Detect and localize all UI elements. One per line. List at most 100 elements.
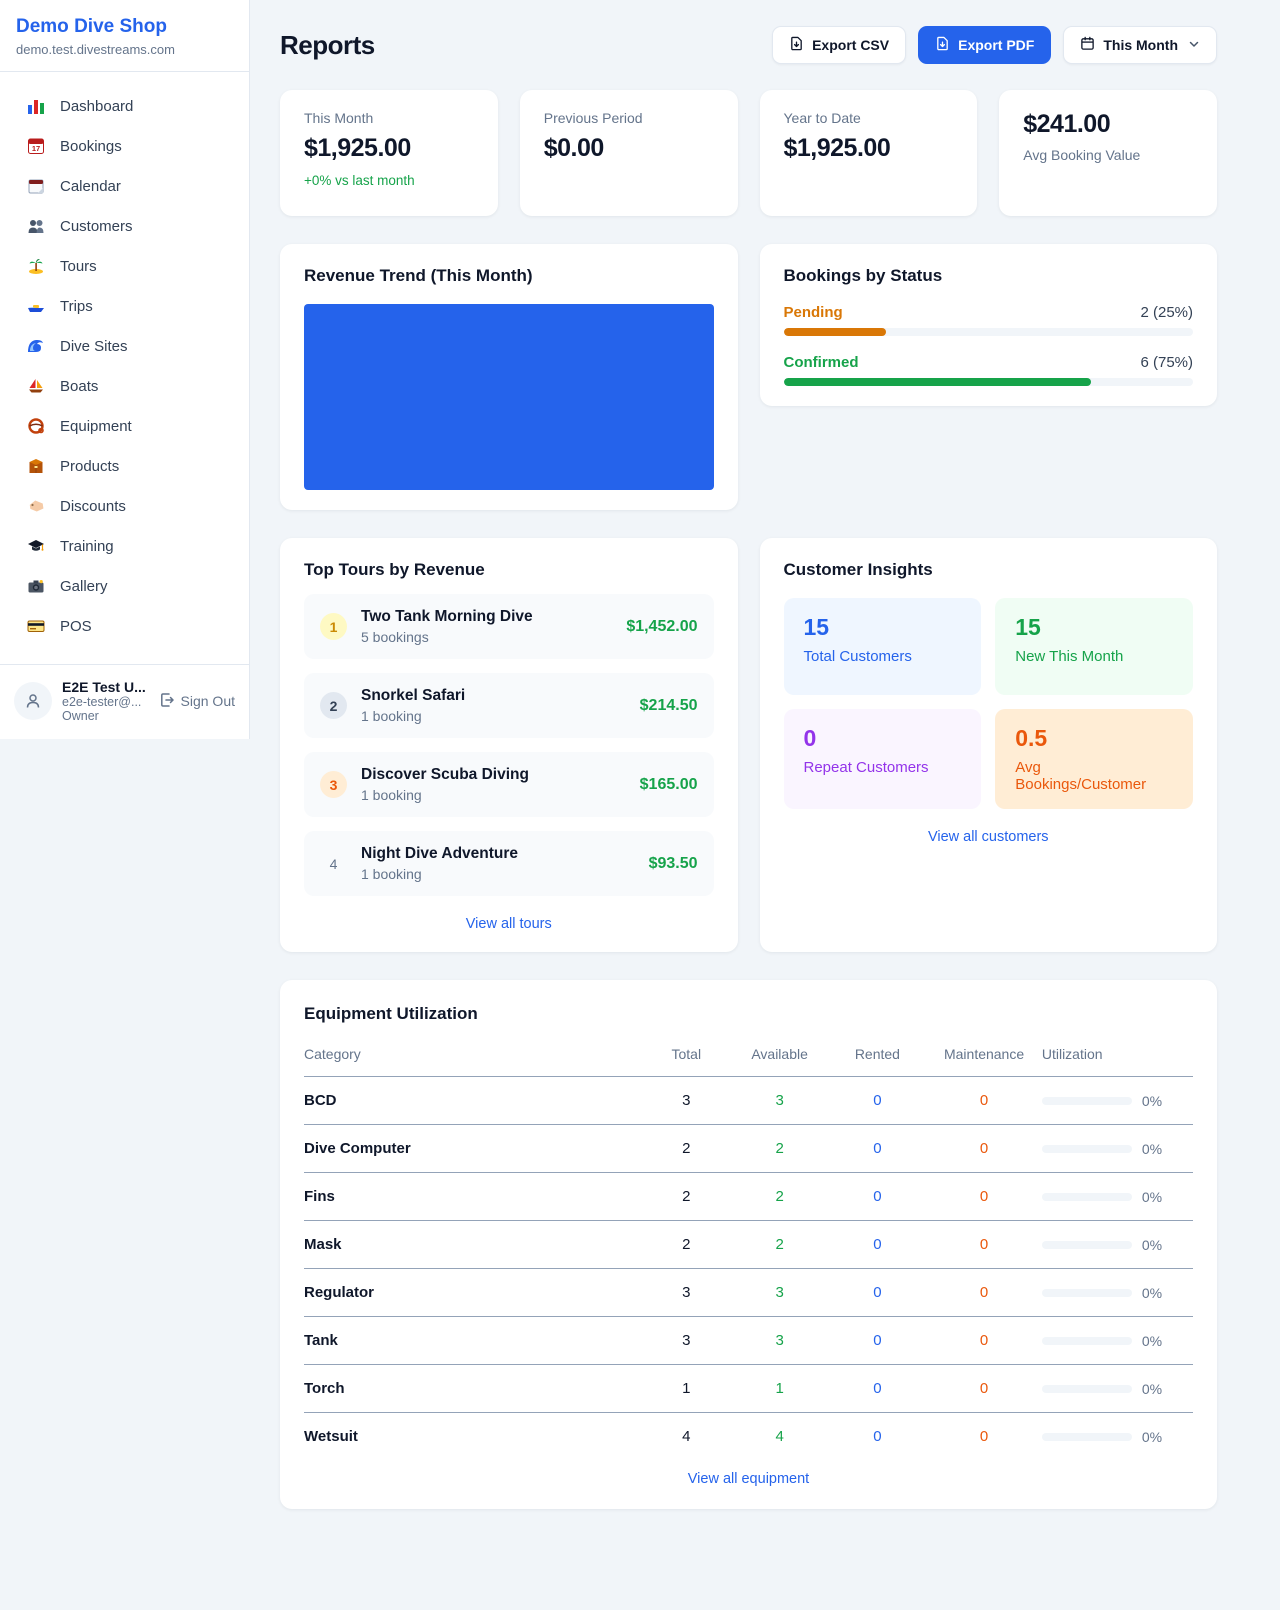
sidebar-item-discounts[interactable]: Discounts bbox=[0, 486, 249, 526]
period-dropdown[interactable]: This Month bbox=[1063, 26, 1217, 64]
list-item: 2 Snorkel Safari 1 booking $214.50 bbox=[304, 673, 714, 738]
sidebar-item-gallery[interactable]: Gallery bbox=[0, 566, 249, 606]
view-all-equipment-link[interactable]: View all equipment bbox=[687, 1471, 810, 1487]
sidebar-item-boats[interactable]: Boats bbox=[0, 366, 249, 406]
insight-tile-new-this-month: 15 New This Month bbox=[995, 598, 1193, 695]
page-title: Reports bbox=[280, 29, 375, 60]
stat-value: $0.00 bbox=[543, 134, 605, 162]
sidebar-item-tours[interactable]: Tours bbox=[0, 246, 249, 286]
column-header-category: Category bbox=[304, 1034, 642, 1077]
sidebar-item-trips[interactable]: Trips bbox=[0, 286, 249, 326]
top-tours-card: Top Tours by Revenue 1 Two Tank Morning … bbox=[280, 538, 738, 952]
export-pdf-button[interactable]: Export PDF bbox=[918, 26, 1052, 64]
sidebar-item-dive-sites[interactable]: Dive Sites bbox=[0, 326, 249, 366]
sidebar-item-dashboard[interactable]: Dashboard bbox=[0, 86, 249, 126]
sidebar-item-products[interactable]: Products bbox=[0, 446, 249, 486]
file-download-icon bbox=[789, 36, 804, 54]
stat-label: Avg Booking Value bbox=[1023, 147, 1141, 163]
tour-revenue: $165.00 bbox=[639, 775, 698, 793]
cell-rented: 0 bbox=[873, 1428, 882, 1445]
sidebar-item-label: Boats bbox=[60, 377, 99, 395]
island-icon bbox=[26, 256, 46, 276]
tour-bookings: 1 booking bbox=[361, 866, 422, 882]
table-header-row: Category Total Available Rented Maintena… bbox=[304, 1034, 1193, 1077]
insight-tile-total-customers: 15 Total Customers bbox=[783, 598, 982, 695]
shop-domain: demo.test.divestreams.com bbox=[16, 42, 175, 57]
table-row: Tank 3 3 0 0 0% bbox=[304, 1316, 1193, 1365]
user-box: E2E Test U... e2e-tester@... Owner Sign … bbox=[0, 664, 249, 739]
cell-maintenance: 0 bbox=[926, 1172, 1042, 1221]
bookings-by-status-title: Bookings by Status bbox=[783, 266, 943, 285]
calendar-17-icon: 17 bbox=[26, 136, 46, 156]
utilization-bar bbox=[1041, 1096, 1132, 1105]
stat-value: $1,925.00 bbox=[783, 134, 891, 162]
customer-insights-title: Customer Insights bbox=[783, 560, 933, 579]
tour-revenue: $1,452.00 bbox=[626, 617, 698, 635]
column-header-rented: Rented bbox=[828, 1034, 927, 1077]
column-header-maintenance: Maintenance bbox=[926, 1034, 1042, 1077]
sailboat-icon bbox=[26, 376, 46, 396]
cell-rented: 0 bbox=[828, 1268, 927, 1317]
utilization-bar bbox=[1041, 1240, 1132, 1249]
cell-maintenance: 0 bbox=[926, 1076, 1042, 1125]
sign-out-button[interactable]: Sign Out bbox=[159, 692, 235, 711]
utilization-bar bbox=[1041, 1336, 1132, 1345]
status-value: 6 (75%) bbox=[1140, 354, 1193, 371]
cell-total: 3 bbox=[641, 1076, 731, 1125]
tour-name: Discover Scuba Diving bbox=[361, 766, 529, 783]
sign-out-label: Sign Out bbox=[180, 693, 235, 709]
user-email: e2e-tester@... bbox=[62, 695, 142, 709]
cell-maintenance: 0 bbox=[926, 1220, 1042, 1269]
status-row-confirmed: Confirmed 6 (75%) bbox=[783, 354, 1193, 386]
view-all-customers-link[interactable]: View all customers bbox=[927, 829, 1049, 845]
cell-category: Mask bbox=[304, 1220, 642, 1269]
tour-name: Snorkel Safari bbox=[361, 687, 466, 704]
tour-name: Two Tank Morning Dive bbox=[361, 608, 533, 625]
cell-rented: 0 bbox=[828, 1076, 927, 1125]
stat-card-avg-booking-value: $241.00 Avg Booking Value bbox=[999, 90, 1217, 216]
stat-card-this-month: This Month $1,925.00 +0% vs last month bbox=[280, 90, 498, 216]
status-bar-track bbox=[783, 378, 1193, 386]
utilization-bar bbox=[1041, 1432, 1132, 1441]
period-label: This Month bbox=[1103, 37, 1178, 53]
page-header: Reports Export CSV Export PDF bbox=[280, 26, 1217, 64]
list-item: 1 Two Tank Morning Dive 5 bookings $1,45… bbox=[304, 594, 714, 659]
revenue-trend-title: Revenue Trend (This Month) bbox=[304, 266, 533, 285]
cell-category: BCD bbox=[304, 1076, 642, 1125]
table-row: BCD 3 3 0 0 0% bbox=[304, 1076, 1193, 1125]
sidebar-item-equipment[interactable]: Equipment bbox=[0, 406, 249, 446]
file-download-icon bbox=[935, 36, 950, 54]
user-name: E2E Test U... bbox=[62, 679, 146, 695]
cell-utilization: 0% bbox=[1141, 1284, 1163, 1301]
stat-card-year-to-date: Year to Date $1,925.00 bbox=[759, 90, 978, 216]
tour-bookings: 5 bookings bbox=[361, 629, 429, 645]
sidebar-item-label: Bookings bbox=[60, 137, 122, 155]
cell-utilization: 0% bbox=[1141, 1380, 1163, 1397]
sidebar-item-calendar[interactable]: Calendar bbox=[0, 166, 249, 206]
sidebar-item-label: Discounts bbox=[60, 497, 126, 515]
sign-out-icon bbox=[159, 692, 175, 711]
insight-label: Avg Bookings/Customer bbox=[1015, 759, 1147, 793]
avatar bbox=[14, 682, 52, 720]
sidebar-item-customers[interactable]: Customers bbox=[0, 206, 249, 246]
sidebar-item-pos[interactable]: POS bbox=[0, 606, 249, 646]
camera-icon bbox=[26, 576, 46, 596]
view-all-tours-link[interactable]: View all tours bbox=[465, 916, 552, 932]
insight-value: 0.5 bbox=[1015, 725, 1048, 751]
sidebar-item-training[interactable]: Training bbox=[0, 526, 249, 566]
cell-category: Regulator bbox=[304, 1268, 642, 1317]
cell-rented: 0 bbox=[828, 1124, 927, 1173]
cell-rented: 0 bbox=[828, 1364, 927, 1413]
sidebar-item-bookings[interactable]: 17 Bookings bbox=[0, 126, 249, 166]
cell-category: Dive Computer bbox=[304, 1124, 642, 1173]
column-header-utilization: Utilization bbox=[1041, 1034, 1193, 1077]
cell-maintenance: 0 bbox=[926, 1124, 1042, 1173]
sidebar-item-label: Gallery bbox=[60, 577, 108, 595]
column-header-available: Available bbox=[730, 1034, 829, 1077]
export-pdf-label: Export PDF bbox=[958, 37, 1035, 53]
status-bar-fill bbox=[783, 328, 886, 336]
cell-total: 4 bbox=[682, 1428, 691, 1445]
export-csv-button[interactable]: Export CSV bbox=[772, 26, 907, 64]
stats-row: This Month $1,925.00 +0% vs last month P… bbox=[280, 90, 1217, 216]
cell-total: 1 bbox=[641, 1364, 731, 1413]
